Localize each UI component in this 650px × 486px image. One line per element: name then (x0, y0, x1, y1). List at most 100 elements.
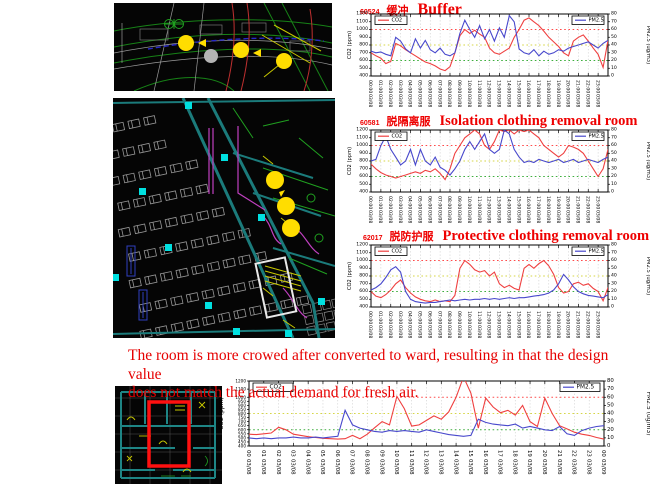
svg-text:80: 80 (611, 242, 617, 248)
x-tick-label: 03:0003/08 (397, 80, 403, 107)
x-tick-label: 01:0003/08 (377, 311, 383, 338)
svg-text:70: 70 (611, 134, 617, 140)
svg-text:11:0003/08: 11:0003/08 (476, 196, 482, 223)
svg-text:0803/08: 0803/08 (364, 450, 370, 475)
svg-text:1903/08: 1903/08 (526, 450, 532, 475)
svg-text:05:0003/08: 05:0003/08 (417, 311, 423, 338)
x-tick-label: 04:0003/08 (407, 80, 413, 107)
svg-text:20: 20 (611, 173, 617, 179)
x-tick-label: 0003/08 (245, 450, 251, 475)
svg-text:16:0003/08: 16:0003/08 (525, 196, 531, 223)
x-tick-label: 07:0003/08 (436, 311, 442, 338)
svg-text:19:0003/08: 19:0003/08 (555, 196, 561, 223)
svg-text:04:0003/08: 04:0003/08 (407, 196, 413, 223)
site-plan-cad-drawing (114, 3, 332, 91)
gray-point-marker (204, 49, 218, 63)
svg-text:10: 10 (611, 65, 617, 71)
x-tick-label: 10:0003/08 (466, 80, 472, 107)
x-tick-label: 2203/08 (571, 450, 577, 475)
x-tick-label: 1403/08 (452, 450, 458, 475)
x-tick-label: 05:0003/08 (417, 80, 423, 107)
ward-plan-cad-drawing (113, 98, 335, 338)
svg-text:500: 500 (359, 65, 368, 71)
svg-text:07:0003/08: 07:0003/08 (436, 311, 442, 338)
y-axis-label-left: CO2 (ppm) (218, 397, 225, 430)
x-tick-label: 03:0003/08 (397, 311, 403, 338)
svg-text:400: 400 (359, 304, 368, 310)
svg-text:21:0003/08: 21:0003/08 (575, 80, 581, 107)
svg-text:PM2.5 (ug/m3): PM2.5 (ug/m3) (645, 391, 650, 435)
svg-text:22:0003/08: 22:0003/08 (584, 196, 590, 223)
legend-CO2: CO2 (374, 246, 408, 256)
chart-canvas: 00:0003/08 01:0003/08 02:0003/08 03:0003/08… (347, 242, 650, 339)
x-tick-label: 1203/08 (423, 450, 429, 475)
svg-text:1403/08: 1403/08 (452, 450, 458, 475)
ward-plan-cad-thumbnail (113, 98, 335, 338)
svg-text:0: 0 (611, 73, 614, 79)
x-tick-label: 09:0003/08 (456, 311, 462, 338)
arrow-icon (198, 39, 206, 47)
svg-text:1200: 1200 (235, 379, 246, 384)
x-tick-label: 08:0003/08 (446, 311, 452, 338)
x-tick-label: 1503/08 (467, 450, 473, 475)
room-plan-cad-drawing (115, 386, 222, 484)
svg-text:900: 900 (359, 150, 368, 156)
chart-canvas: 00:0003/08 01:0003/08 02:0003/08 03:0003/08… (347, 127, 650, 224)
x-tick-label: 12:0003/08 (486, 80, 492, 107)
series-PM2.5 (249, 408, 604, 440)
x-tick-label: 1803/08 (511, 450, 517, 475)
x-tick-label: 1903/08 (526, 450, 532, 475)
svg-text:10:0003/08: 10:0003/08 (466, 196, 472, 223)
svg-text:50: 50 (611, 34, 617, 40)
svg-text:CO2 (ppm): CO2 (ppm) (347, 262, 353, 290)
svg-text:18:0003/08: 18:0003/08 (545, 80, 551, 107)
svg-text:17:0003/08: 17:0003/08 (535, 311, 541, 338)
x-tick-label: 2003/08 (541, 450, 547, 475)
legend-CO2: CO2 (252, 382, 294, 392)
svg-text:10: 10 (611, 181, 617, 187)
x-tick-label: 0503/08 (319, 450, 325, 475)
svg-text:0503/08: 0503/08 (319, 450, 325, 475)
svg-text:03:0003/08: 03:0003/08 (397, 196, 403, 223)
svg-text:07:0003/08: 07:0003/08 (436, 80, 442, 107)
svg-text:05:0003/08: 05:0003/08 (417, 80, 423, 107)
x-tick-label: 19:0003/08 (555, 311, 561, 338)
svg-text:70: 70 (607, 386, 614, 392)
x-tick-label: 0603/08 (334, 450, 340, 475)
svg-text:80: 80 (611, 127, 617, 133)
svg-text:15:0003/08: 15:0003/08 (515, 311, 521, 338)
svg-text:19:0003/08: 19:0003/08 (555, 80, 561, 107)
chart-id: 62017 (363, 235, 383, 242)
svg-text:1803/08: 1803/08 (511, 450, 517, 475)
svg-text:08:0003/08: 08:0003/08 (446, 311, 452, 338)
svg-text:19:0003/08: 19:0003/08 (555, 311, 561, 338)
x-tick-label: 02:0003/08 (387, 311, 393, 338)
x-tick-label: 12:0003/08 (486, 196, 492, 223)
svg-text:1100: 1100 (356, 18, 368, 24)
svg-text:1000: 1000 (235, 395, 246, 400)
chart-id: 60524 (360, 9, 380, 16)
sampling-point-markers (178, 35, 292, 69)
svg-text:22:0003/08: 22:0003/08 (584, 311, 590, 338)
svg-text:1200: 1200 (356, 242, 368, 248)
x-tick-label: 22:0003/08 (584, 80, 590, 107)
svg-text:04:0003/08: 04:0003/08 (407, 80, 413, 107)
svg-text:00:0003/08: 00:0003/08 (367, 196, 373, 223)
svg-text:800: 800 (359, 273, 368, 279)
x-tick-label: 05:0003/08 (417, 196, 423, 223)
svg-text:PM2.5 (ug/m3): PM2.5 (ug/m3) (645, 257, 650, 295)
svg-text:09:0003/08: 09:0003/08 (456, 311, 462, 338)
svg-text:700: 700 (359, 165, 368, 171)
cad-green-road-lines (114, 3, 332, 91)
svg-text:40: 40 (607, 411, 614, 417)
svg-text:30: 30 (611, 49, 617, 55)
svg-text:1303/08: 1303/08 (437, 450, 443, 475)
x-tick-label: 0703/08 (349, 450, 355, 475)
svg-text:1000: 1000 (356, 142, 368, 148)
svg-text:09:0003/08: 09:0003/08 (456, 196, 462, 223)
x-tick-label: 09:0003/08 (456, 196, 462, 223)
svg-text:0403/08: 0403/08 (304, 450, 310, 475)
y-axis-label-left: CO2 (ppm) (347, 262, 353, 290)
legend-PM2.5: PM2.5 (559, 382, 601, 392)
svg-text:2003/08: 2003/08 (541, 450, 547, 475)
